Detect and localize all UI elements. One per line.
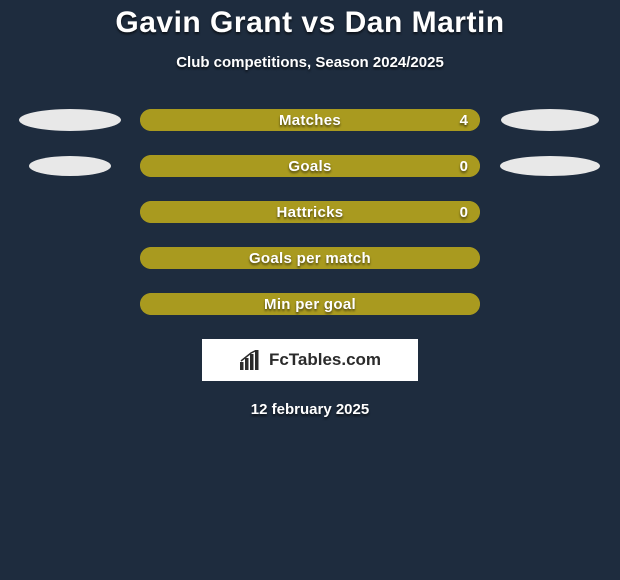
right-oval [501, 109, 599, 131]
brand-text: FcTables.com [269, 350, 381, 370]
bar-label: Goals [140, 155, 480, 177]
bar-label: Goals per match [140, 247, 480, 269]
bar-value: 0 [460, 155, 468, 177]
comparison-infographic: Gavin Grant vs Dan Martin Club competiti… [0, 0, 620, 418]
right-oval [500, 156, 600, 176]
stat-bar: Matches 4 [140, 109, 480, 131]
stat-bar: Hattricks 0 [140, 201, 480, 223]
date-text: 12 february 2025 [0, 401, 620, 418]
page-title: Gavin Grant vs Dan Martin [0, 6, 620, 40]
brand-bars-icon [239, 350, 263, 370]
stat-bar: Min per goal [140, 293, 480, 315]
bar-value: 4 [460, 109, 468, 131]
stat-rows: Matches 4 Goals 0 Hattri [0, 109, 620, 315]
left-oval [29, 156, 111, 176]
left-oval [19, 109, 121, 131]
stat-row: Matches 4 [0, 109, 620, 131]
stat-bar: Goals per match [140, 247, 480, 269]
stat-row: Goals per match [0, 247, 620, 269]
bar-value: 0 [460, 201, 468, 223]
stat-row: Min per goal [0, 293, 620, 315]
subtitle: Club competitions, Season 2024/2025 [0, 54, 620, 71]
stat-row: Hattricks 0 [0, 201, 620, 223]
left-side [0, 109, 140, 131]
bar-label: Matches [140, 109, 480, 131]
right-side [480, 109, 620, 131]
bar-label: Min per goal [140, 293, 480, 315]
stat-row: Goals 0 [0, 155, 620, 177]
stat-bar: Goals 0 [140, 155, 480, 177]
brand-badge: FcTables.com [202, 339, 418, 381]
bar-label: Hattricks [140, 201, 480, 223]
left-side [0, 156, 140, 176]
right-side [480, 156, 620, 176]
